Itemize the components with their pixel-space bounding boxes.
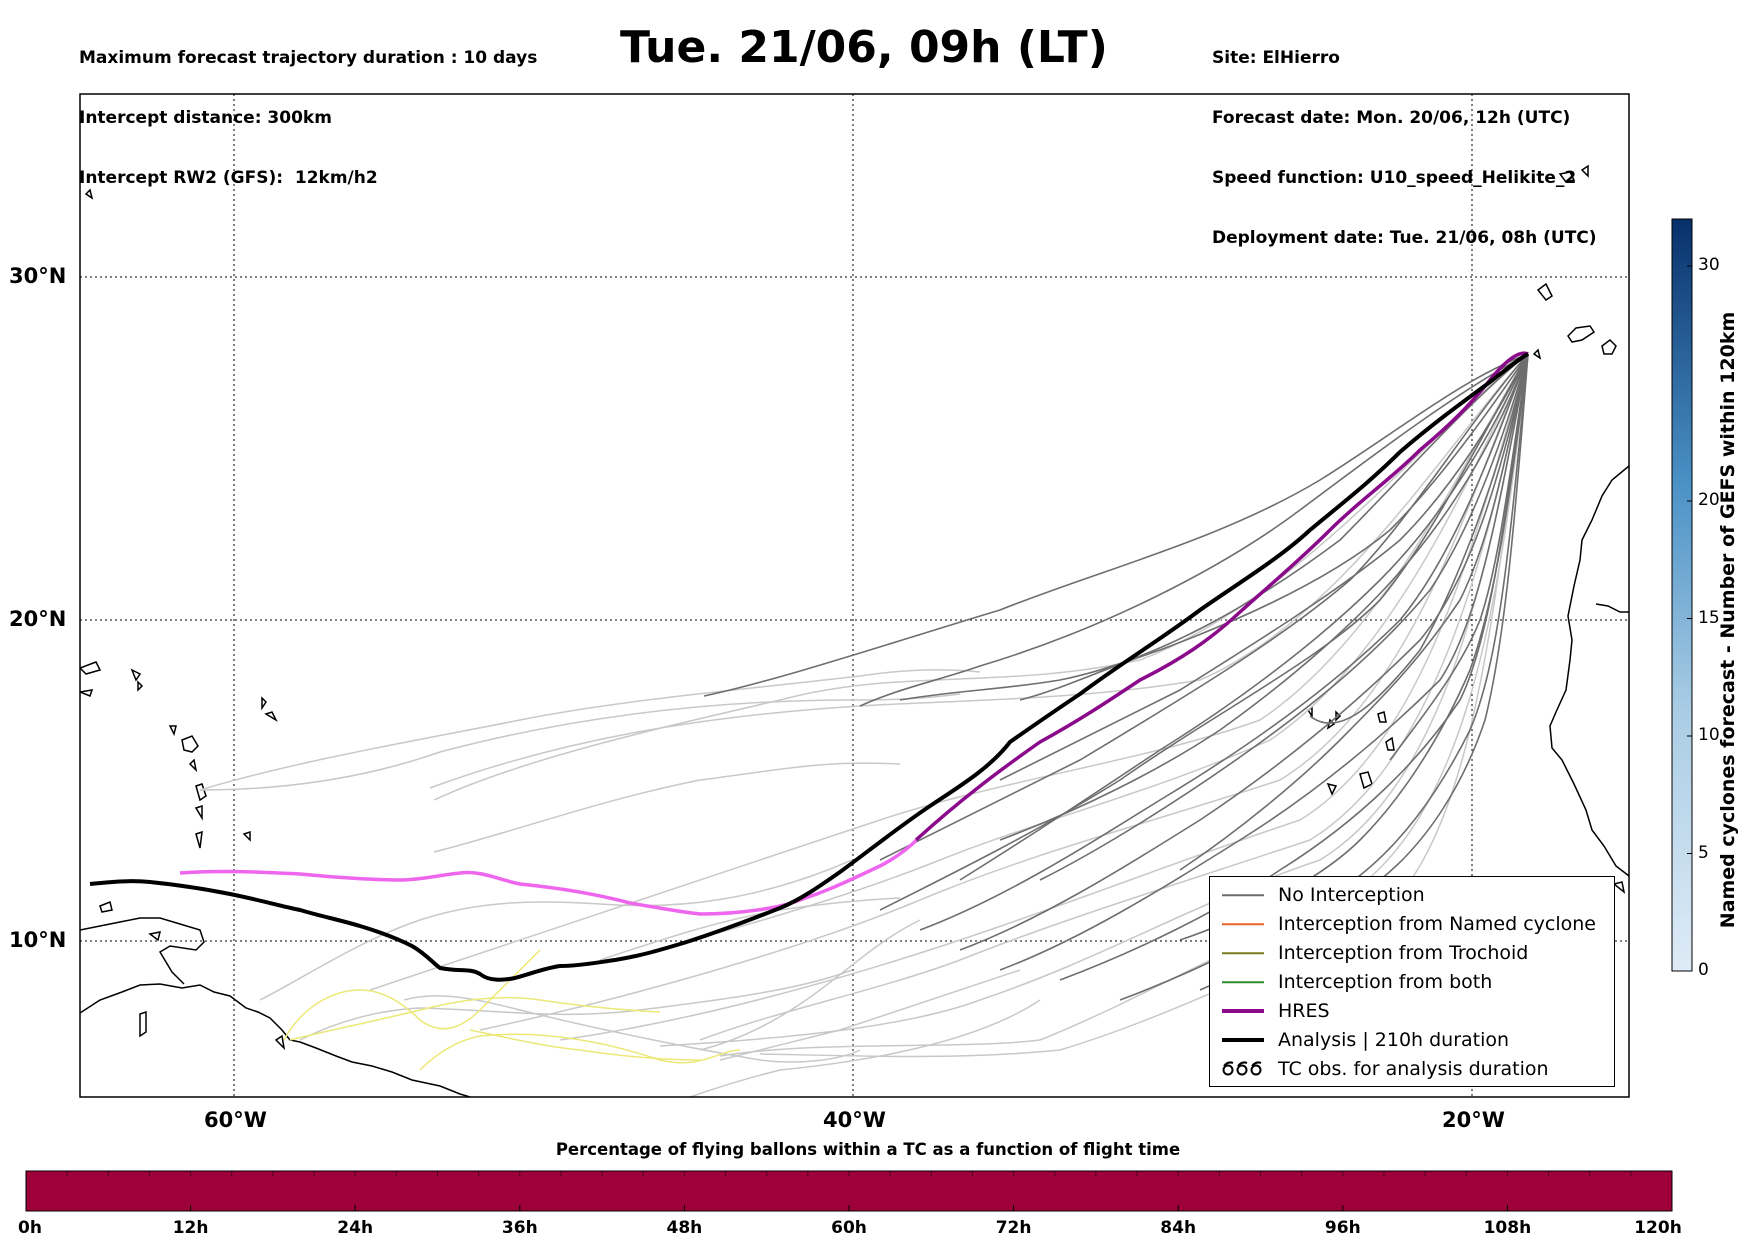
map-area: [80, 94, 1629, 1097]
south-america-coast: [80, 983, 471, 1097]
islands: [80, 164, 1626, 1051]
ensemble-tracks-dark: [703, 353, 1529, 1001]
timebar-tick-label: 96h: [1324, 1218, 1361, 1238]
lat-tick-30n: 30°N: [9, 264, 67, 288]
site-text: Site: ElHierro: [1212, 48, 1340, 68]
speed-function-text: Speed function: U10_speed_Helikite_2: [1212, 168, 1577, 188]
intercept-rw2-text: Intercept RW2 (GFS): 12km/h2: [79, 168, 378, 188]
legend-item-no-interception: No Interception: [1220, 883, 1425, 907]
intercept-distance-text: Intercept distance: 300km: [79, 108, 332, 128]
timebar-title: Percentage of flying ballons within a TC…: [555, 1140, 1181, 1159]
timebar-tick-label: 84h: [1160, 1218, 1197, 1238]
lon-tick-60w: 60°W: [204, 1108, 267, 1132]
lat-tick-20n: 20°N: [9, 607, 67, 631]
legend-item-trochoid: Interception from Trochoid: [1220, 941, 1528, 965]
colorbar-tick-label: 20: [1698, 490, 1720, 510]
legend-line-analysis: [1222, 1038, 1264, 1042]
forecast-date-text: Forecast date: Mon. 20/06, 12h (UTC): [1212, 108, 1571, 128]
colorbar-tick-label: 10: [1698, 725, 1720, 745]
timebar-tick-label: 120h: [1634, 1218, 1682, 1238]
site-info: Site: ElHierro Forecast date: Mon. 20/06…: [1212, 8, 1597, 268]
hres-track-light: [179, 838, 918, 916]
lon-tick-40w: 40°W: [823, 1108, 886, 1132]
page-title: Tue. 21/06, 09h (LT): [620, 22, 1108, 73]
analysis-track: [89, 352, 1529, 982]
lon-tick-20w: 20°W: [1442, 1108, 1505, 1132]
colorbar-tick-label: 15: [1698, 607, 1720, 628]
legend-line-no-interception: [1222, 894, 1264, 896]
map-frame: [79, 93, 1630, 1098]
timebar-tick-label: 108h: [1483, 1218, 1532, 1238]
time-bar: [25, 1170, 1673, 1212]
legend-item-hres: HRES: [1220, 999, 1330, 1023]
colorbar-tick-label: 5: [1698, 842, 1709, 863]
legend-line-both: [1222, 981, 1264, 983]
timebar-tick-label: 60h: [831, 1218, 867, 1238]
legend-item-analysis: Analysis | 210h duration: [1220, 1028, 1509, 1052]
timebar-tick-label: 12h: [172, 1218, 209, 1238]
hres-track: [914, 351, 1529, 842]
africa-coast-bulge: [1595, 603, 1629, 613]
tc-obs-symbol-icon: [1222, 1061, 1262, 1076]
lat-tick-10n: 10°N: [9, 928, 67, 952]
cyclone-colorbar: [1671, 218, 1693, 972]
timebar-tick-label: 0h: [18, 1218, 42, 1238]
timebar-tick-label: 48h: [666, 1218, 703, 1238]
legend-item-both: Interception from both: [1220, 970, 1492, 994]
legend-item-named-cyclone: Interception from Named cyclone: [1220, 912, 1596, 936]
deployment-date-text: Deployment date: Tue. 21/06, 08h (UTC): [1212, 228, 1597, 248]
legend-item-tc-obs: TC obs. for analysis duration: [1220, 1057, 1549, 1081]
africa-coast: [1549, 465, 1629, 877]
colorbar-label: Named cyclones forecast - Number of GEFS…: [1717, 311, 1739, 929]
timebar-tick-label: 24h: [337, 1218, 374, 1238]
legend-line-named-cyclone: [1222, 923, 1264, 925]
legend-line-hres: [1222, 1009, 1264, 1013]
timebar-tick-label: 36h: [501, 1218, 538, 1238]
coastlines: [80, 164, 1629, 1097]
colorbar-tick-label: 30: [1698, 255, 1720, 275]
timebar-tick-label: 72h: [995, 1218, 1032, 1238]
max-duration-text: Maximum forecast trajectory duration : 1…: [79, 48, 538, 68]
yellow-tracks: [283, 949, 741, 1071]
colorbar-tick-label: 0: [1698, 960, 1709, 980]
forecast-parameters: Maximum forecast trajectory duration : 1…: [79, 8, 537, 208]
venezuela-coast: [80, 917, 205, 985]
legend-line-trochoid: [1222, 952, 1264, 954]
legend: No Interception Interception from Named …: [1209, 876, 1615, 1087]
